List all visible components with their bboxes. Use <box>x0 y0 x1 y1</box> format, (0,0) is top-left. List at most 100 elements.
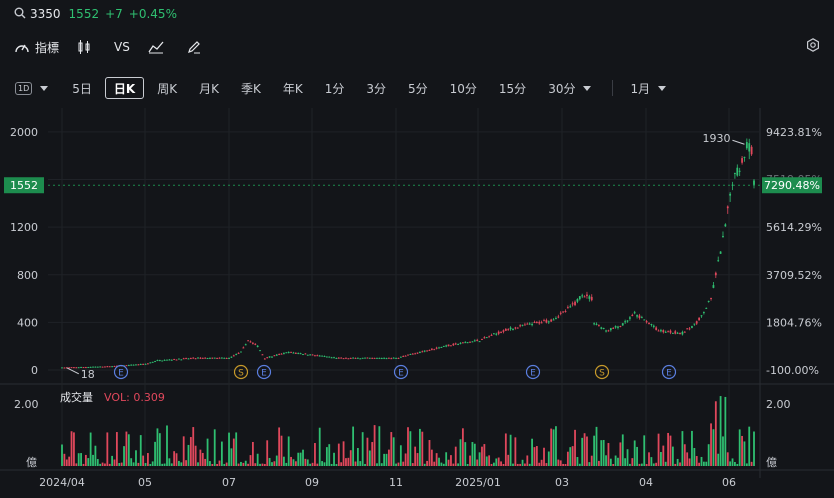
search-icon[interactable] <box>14 7 26 22</box>
volume-bar <box>75 463 78 466</box>
volume-bar <box>73 432 75 466</box>
volume-bar <box>469 455 471 466</box>
candle-body <box>473 340 476 342</box>
range-select[interactable]: 1月 <box>621 77 675 99</box>
volume-bar <box>189 437 192 466</box>
settings-button[interactable] <box>806 38 820 55</box>
candle-body <box>249 341 252 343</box>
period-tab[interactable]: 15分 <box>498 81 527 96</box>
candle-body <box>142 363 145 365</box>
last-price: 1552 <box>68 7 100 21</box>
period-tab[interactable]: 年K <box>282 81 303 96</box>
event-marker[interactable]: E <box>256 364 272 380</box>
candle-body <box>426 350 428 352</box>
drawing-tool-button[interactable] <box>187 40 206 54</box>
volume-bar <box>287 436 290 466</box>
event-marker[interactable]: E <box>393 364 409 380</box>
volume-bar <box>581 437 584 466</box>
candle-body <box>354 357 357 359</box>
candle-body <box>669 330 672 333</box>
volume-bar <box>201 452 204 466</box>
volume-bar <box>700 456 703 466</box>
volume-bar <box>294 461 297 466</box>
candle-body <box>213 357 216 359</box>
interval-select[interactable]: 1D <box>14 77 53 99</box>
candle-body <box>569 306 572 308</box>
candle-body <box>578 296 581 300</box>
candle-body <box>409 353 412 355</box>
event-marker[interactable]: E <box>525 364 541 380</box>
candle-body <box>741 158 743 163</box>
volume-bar <box>304 458 307 466</box>
candle-body <box>189 358 192 360</box>
volume-bar <box>244 460 247 466</box>
event-marker[interactable]: E <box>113 364 129 380</box>
candle-body <box>488 336 491 338</box>
volume-bar <box>368 450 371 466</box>
indicators-button[interactable]: 指標 <box>14 39 59 56</box>
volume-bar <box>261 463 264 466</box>
volume-bar <box>180 462 183 466</box>
period-tab[interactable]: 月K <box>199 81 219 96</box>
candle-body <box>593 323 596 325</box>
volume-bar <box>531 438 533 466</box>
volume-bar <box>516 463 519 466</box>
candle-body <box>478 341 481 343</box>
candle-body <box>512 328 514 330</box>
draw-trend-button[interactable] <box>148 40 169 54</box>
candle-body <box>158 360 161 362</box>
volume-bar <box>722 436 724 466</box>
candle-body <box>130 364 133 366</box>
period-tab[interactable]: 10分 <box>449 81 477 96</box>
candle-body <box>94 366 97 368</box>
volume-bar <box>519 463 522 466</box>
event-marker[interactable]: S <box>233 364 249 380</box>
candle-body <box>240 351 242 353</box>
volume-bar <box>378 426 381 466</box>
candle-body <box>283 352 285 354</box>
candle-body <box>722 236 724 238</box>
candle-body <box>497 331 500 334</box>
period-tab[interactable]: 3分 <box>366 81 386 96</box>
volume-bar <box>638 463 641 466</box>
volume-bar <box>96 459 99 466</box>
volume-bar <box>101 462 104 466</box>
period-tab[interactable]: 30分 <box>539 77 600 99</box>
candle-body <box>335 357 338 359</box>
period-tab[interactable]: 日K <box>104 77 145 99</box>
volume-bar <box>459 439 462 466</box>
candle-body <box>695 321 698 324</box>
event-marker[interactable]: S <box>594 364 610 380</box>
volume-bar <box>450 455 452 466</box>
volume-bar <box>127 434 130 466</box>
volume-bar <box>206 438 209 466</box>
candle-body <box>419 352 421 354</box>
candle-body <box>101 366 104 368</box>
volume-bar <box>213 429 216 466</box>
volume-bar <box>89 432 92 466</box>
volume-bar <box>135 450 137 466</box>
period-tab[interactable]: 5分 <box>407 81 428 96</box>
candle-body <box>652 325 655 327</box>
chart-type-button[interactable] <box>77 40 96 54</box>
volume-bar <box>476 459 479 466</box>
y-tick-label: 1200 <box>10 221 38 234</box>
volume-bar <box>364 463 366 466</box>
volume-unit-label: 億 <box>26 456 37 469</box>
period-tab[interactable]: 5日 <box>72 81 92 96</box>
candle-body <box>655 327 658 330</box>
event-marker[interactable]: E <box>661 364 677 380</box>
volume-bar <box>512 463 514 466</box>
volume-bar <box>151 461 154 466</box>
compare-button[interactable]: VS <box>114 40 130 54</box>
volume-bar <box>614 455 617 466</box>
volume-bar <box>471 442 474 466</box>
volume-bar <box>626 449 629 466</box>
period-tab[interactable]: 1分 <box>324 81 345 96</box>
candle-body <box>87 367 90 369</box>
symbol-label[interactable]: 3350 <box>30 7 61 21</box>
period-tab[interactable]: 周K <box>157 81 178 96</box>
event-circle <box>233 364 249 380</box>
period-tab[interactable]: 季K <box>240 81 261 96</box>
price-chart[interactable]: 2000 1200 800 400 0 9423.81% 5614.29% 3709.52% 1… <box>0 108 834 498</box>
